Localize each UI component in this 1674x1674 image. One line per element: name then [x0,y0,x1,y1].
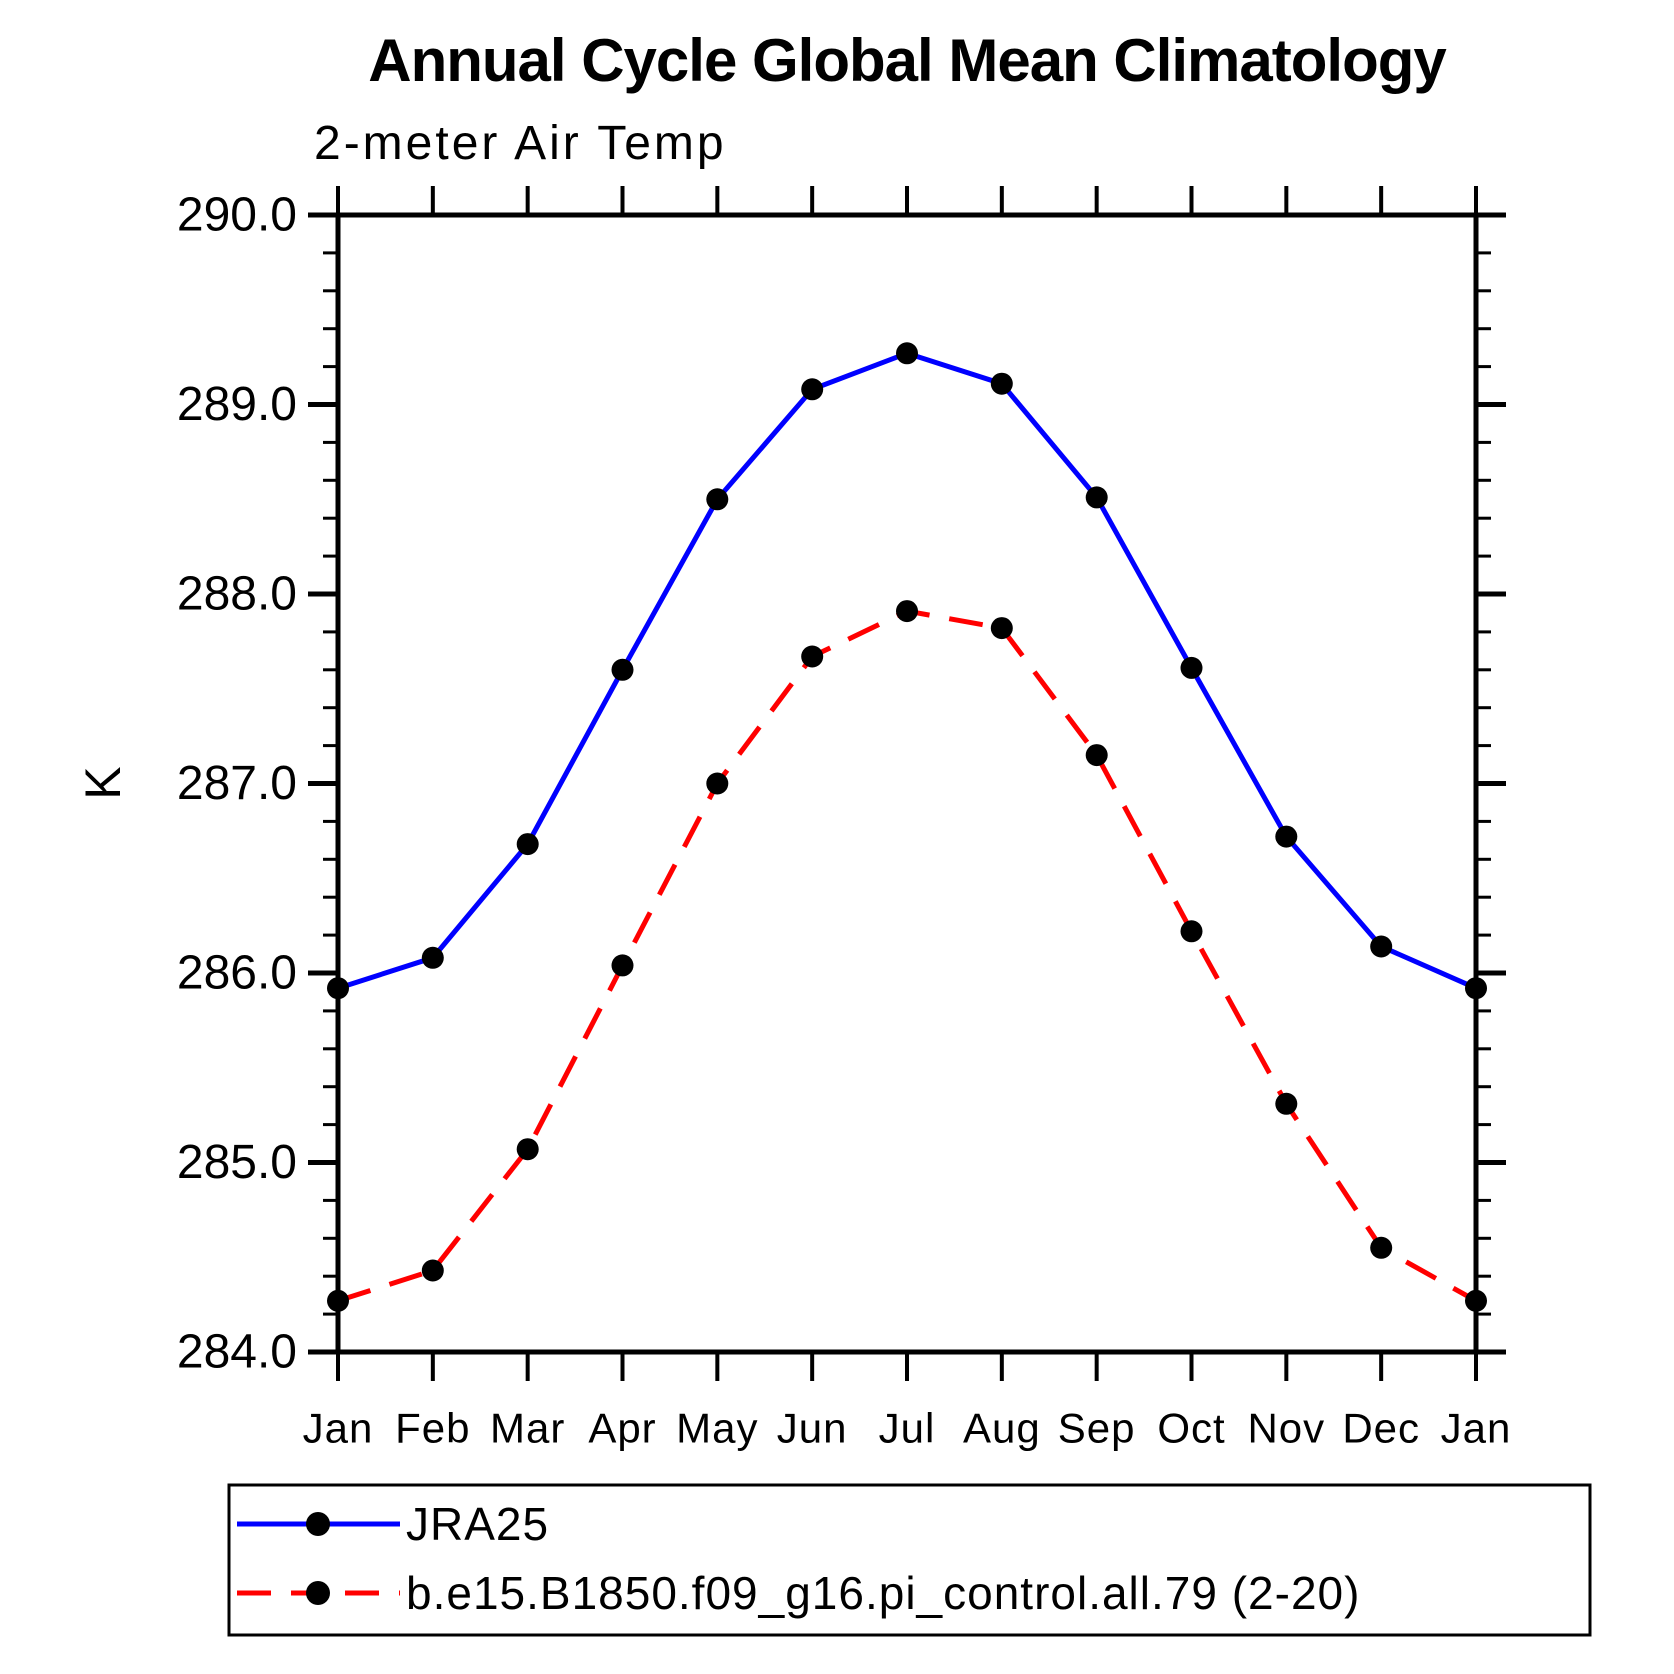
data-point-series-2 [896,600,918,623]
y-axis-title: K [75,766,131,799]
data-point-series-2 [801,645,824,668]
data-point-series-1 [706,488,729,511]
data-point-series-1 [1465,977,1487,1000]
data-point-series-2 [990,617,1013,640]
legend-marker-1 [306,1512,330,1536]
x-tick-label: Nov [1247,1405,1325,1452]
data-point-series-2 [1275,1092,1298,1115]
chart-title: Annual Cycle Global Mean Climatology [368,27,1447,94]
x-tick-label: Jan [303,1405,374,1452]
x-tick-label: Sep [1058,1405,1136,1452]
legend-box [227,1483,1592,1637]
data-point-series-1 [327,977,349,1000]
data-point-series-2 [611,954,634,977]
chart-subtitle: 2-meter Air Temp [314,117,727,170]
data-point-series-2 [1465,1289,1487,1312]
data-point-series-1 [1370,935,1393,958]
x-tick-label: Aug [963,1405,1041,1452]
data-point-series-1 [1180,656,1203,679]
y-tick-label: 289.0 [177,378,297,431]
x-tick-label: Jul [879,1405,936,1452]
y-tick-label: 284.0 [177,1326,297,1379]
y-tick-label: 290.0 [177,189,297,242]
series-line-2 [337,608,1478,1304]
data-point-series-2 [1370,1236,1393,1259]
x-tick-label: Dec [1342,1405,1420,1452]
data-point-series-2 [1085,744,1108,767]
data-point-series-2 [516,1138,539,1161]
data-point-series-2 [1180,920,1203,943]
x-tick-label: Oct [1157,1405,1225,1452]
data-point-series-1 [801,378,824,401]
data-point-series-1 [990,372,1013,395]
data-point-series-1 [1085,486,1108,509]
legend-label-2: b.e15.B1850.f09_g16.pi_control.all.79 (2… [406,1567,1360,1619]
y-tick-label: 287.0 [177,757,297,810]
data-point-series-1 [896,342,918,365]
legend-label-1: JRA25 [406,1498,549,1550]
y-tick-label: 288.0 [177,568,297,621]
y-tick-label: 285.0 [177,1136,297,1189]
x-tick-label: May [676,1405,758,1452]
series-line-1 [337,350,1478,991]
x-tick-label: Feb [395,1405,470,1452]
x-tick-label: Jun [777,1405,848,1452]
data-point-series-1 [611,658,634,681]
x-tick-label: Jan [1441,1405,1512,1452]
x-tick-label: Mar [490,1405,565,1452]
data-point-series-1 [1275,825,1298,848]
data-point-series-2 [706,772,729,795]
y-tick-label: 286.0 [177,947,297,1000]
legend-marker-2 [306,1581,330,1605]
data-point-series-2 [327,1289,349,1312]
data-point-series-2 [421,1259,444,1282]
x-tick-label: Apr [588,1405,656,1452]
data-point-series-1 [516,833,539,856]
data-point-series-1 [421,946,444,969]
